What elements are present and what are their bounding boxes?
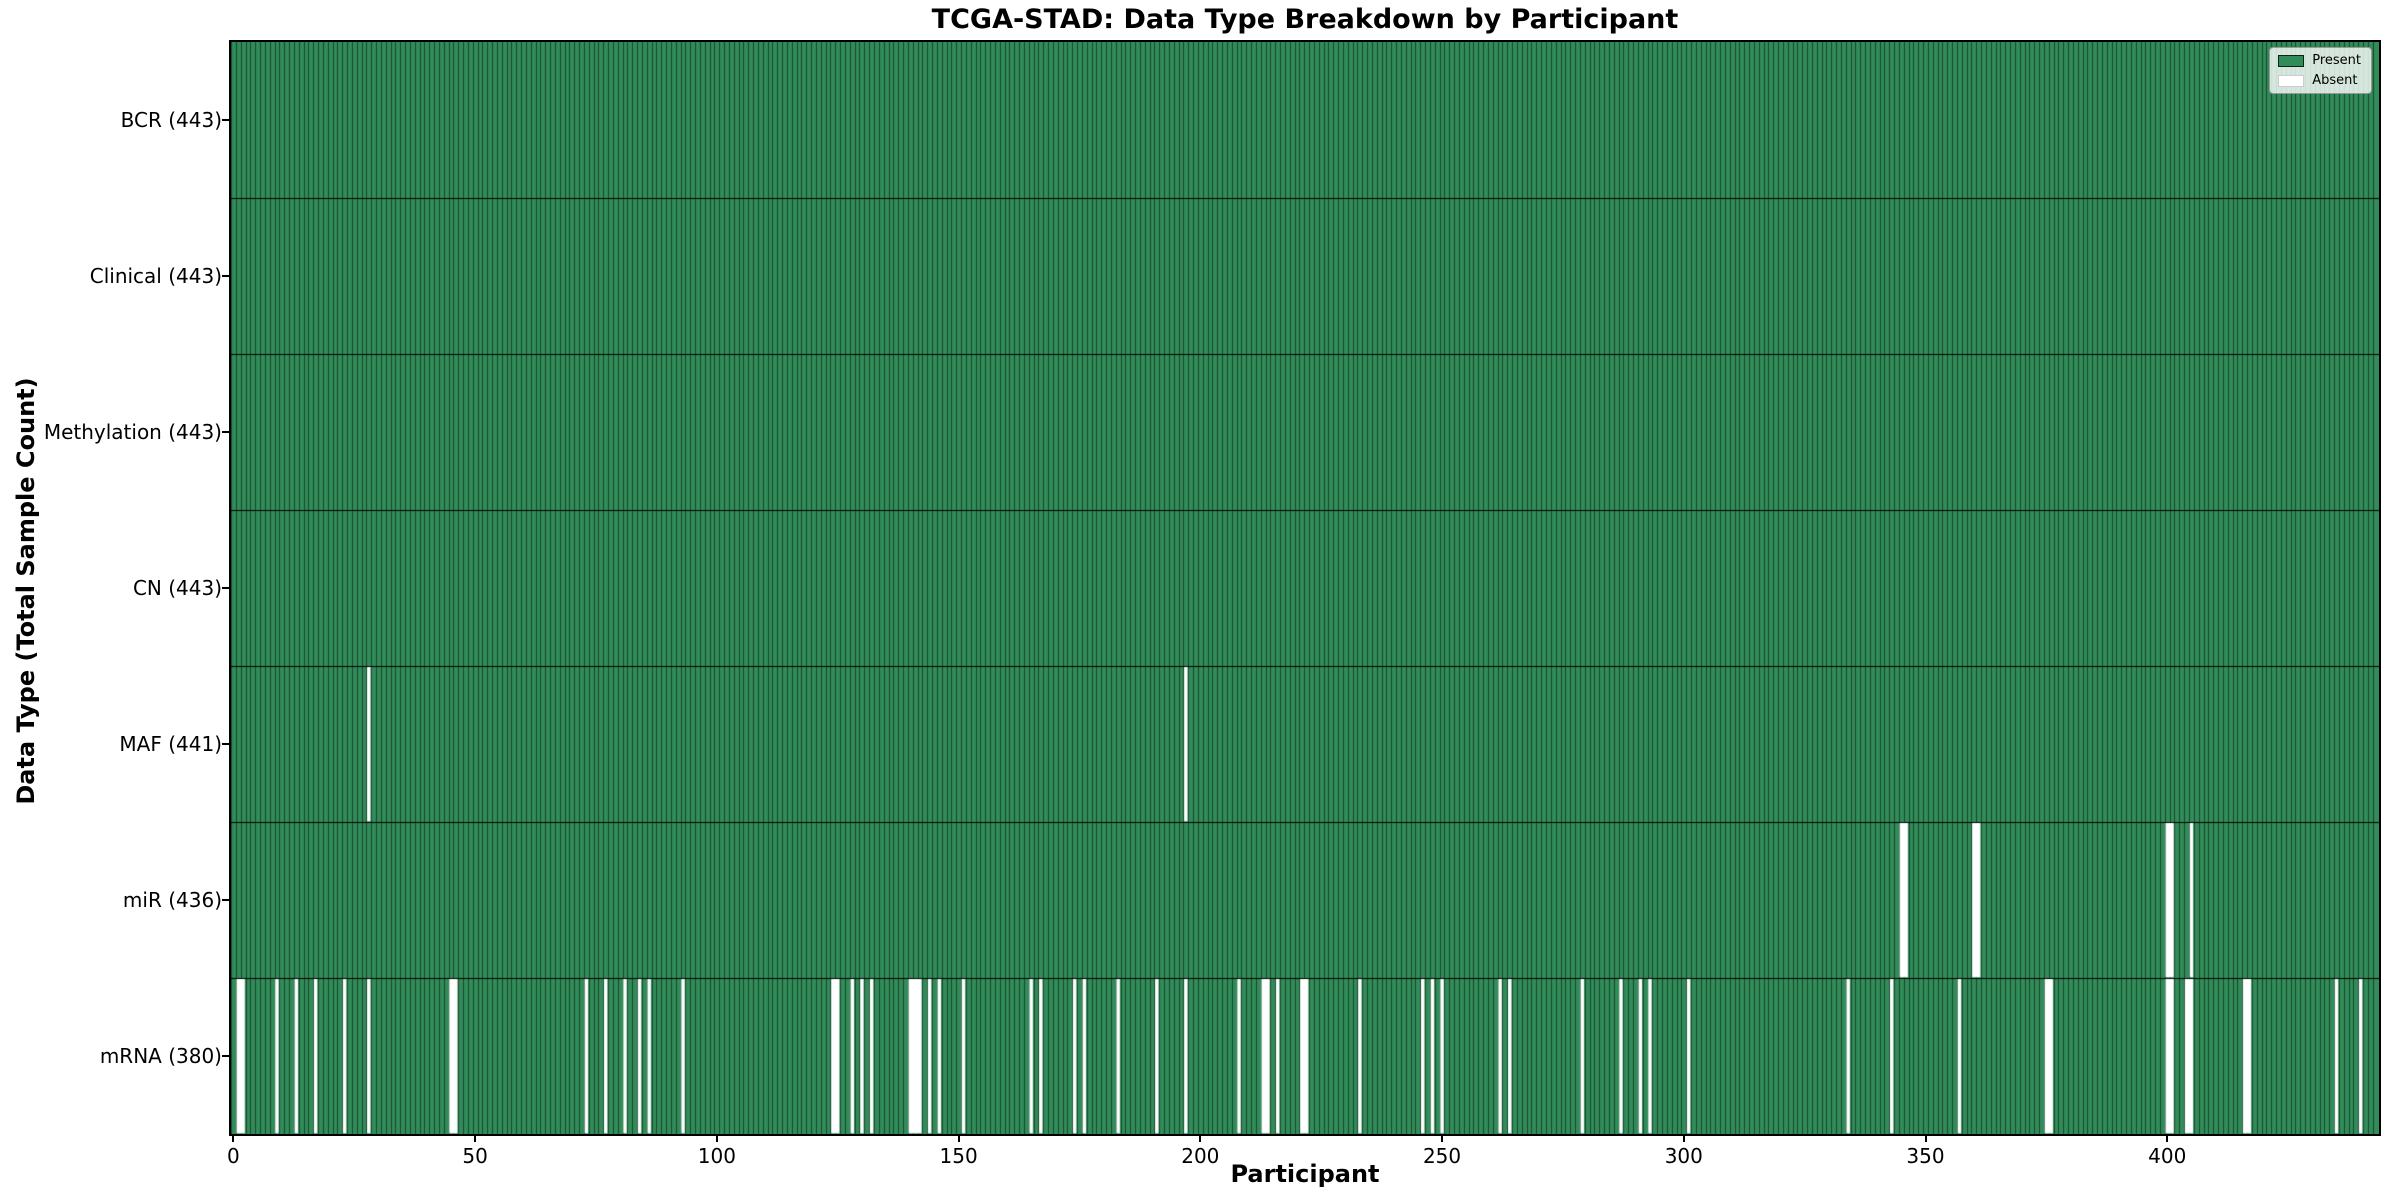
y-tick-mark [222, 587, 230, 589]
legend-item-present: Present [2278, 53, 2361, 68]
x-tick-label-300: 300 [1664, 1144, 1703, 1168]
present-swatch [2278, 54, 2305, 67]
y-tick-label-bcr: BCR (443) [120, 108, 222, 132]
x-tick-label-350: 350 [1906, 1144, 1945, 1168]
x-tick-mark [1924, 1134, 1927, 1142]
legend: Present Absent [2269, 47, 2372, 94]
x-tick-label-0: 0 [227, 1144, 240, 1168]
x-tick-mark [1199, 1134, 1202, 1142]
absent-swatch [2278, 74, 2305, 87]
x-tick-label-150: 150 [939, 1144, 978, 1168]
y-tick-label-mrna: mRNA (380) [99, 1044, 222, 1068]
legend-label-present: Present [2312, 53, 2361, 68]
x-tick-mark [957, 1134, 960, 1142]
x-tick-mark [232, 1134, 235, 1142]
y-tick-mark [222, 1055, 230, 1057]
y-tick-label-cn: CN (443) [132, 576, 222, 600]
y-tick-mark [222, 119, 230, 121]
plot-area: Present Absent [229, 40, 2381, 1136]
y-tick-mark [222, 743, 230, 745]
y-tick-mark [222, 431, 230, 433]
x-tick-mark [474, 1134, 477, 1142]
x-tick-label-250: 250 [1422, 1144, 1462, 1168]
legend-label-absent: Absent [2312, 73, 2358, 88]
x-tick-mark [2166, 1134, 2169, 1142]
x-tick-label-100: 100 [697, 1144, 736, 1168]
x-tick-label-400: 400 [2148, 1144, 2187, 1168]
legend-item-absent: Absent [2278, 73, 2361, 88]
x-tick-label-50: 50 [462, 1144, 488, 1168]
y-tick-label-mir: miR (436) [122, 888, 222, 912]
y-tick-mark [222, 275, 230, 277]
x-axis-label: Participant [1230, 1160, 1380, 1188]
x-tick-mark [715, 1134, 718, 1142]
chart-title: TCGA-STAD: Data Type Breakdown by Partic… [931, 4, 1679, 35]
heatmap-canvas [231, 42, 2379, 1134]
x-tick-mark [1682, 1134, 1685, 1142]
y-tick-label-maf: MAF (441) [119, 732, 222, 756]
y-tick-mark [222, 899, 230, 901]
x-tick-mark [1441, 1134, 1444, 1142]
x-tick-label-200: 200 [1181, 1144, 1220, 1168]
y-tick-label-clinical: Clinical (443) [89, 264, 222, 288]
y-tick-label-methylation: Methylation (443) [43, 420, 222, 444]
